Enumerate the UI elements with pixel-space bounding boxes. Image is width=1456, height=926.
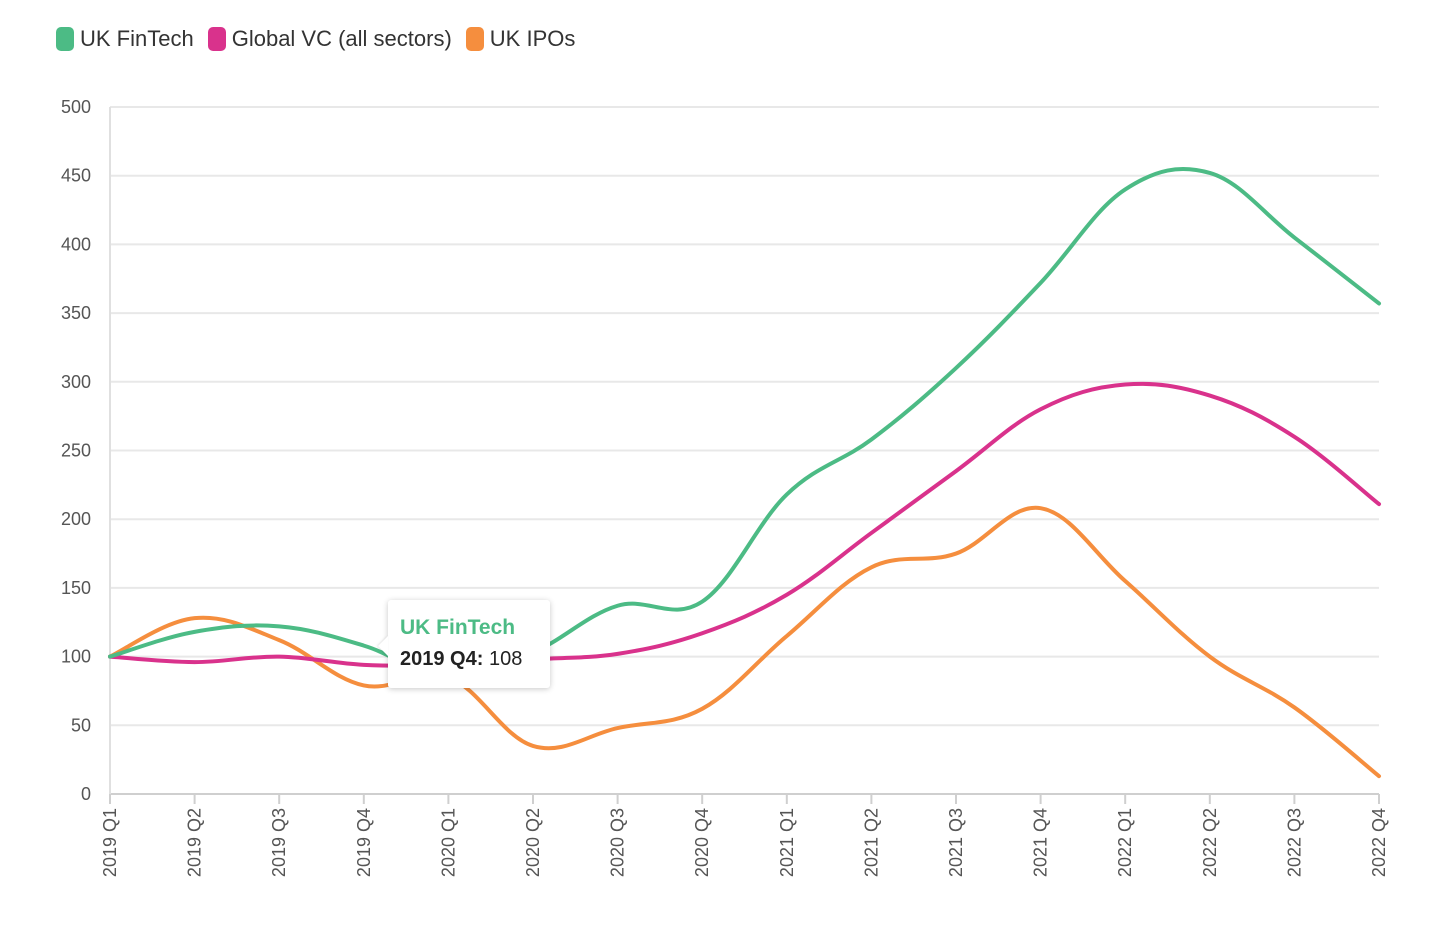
x-tick-label: 2019 Q3 <box>269 808 289 877</box>
x-tick-label: 2020 Q1 <box>438 808 458 877</box>
x-tick-label: 2020 Q2 <box>523 808 543 877</box>
x-tick-label: 2021 Q4 <box>1031 808 1051 877</box>
x-tick-label: 2022 Q2 <box>1200 808 1220 877</box>
y-tick-label: 250 <box>61 441 91 461</box>
x-tick-label: 2019 Q1 <box>100 808 120 877</box>
y-axis-ticks: 0 50 100 150 200 250 300 350 400 450 500 <box>61 97 91 804</box>
x-tick-label: 2019 Q4 <box>354 808 374 877</box>
legend-label-uk-ipos: UK IPOs <box>489 26 576 51</box>
legend-swatch-uk-fintech <box>56 27 74 51</box>
data-tooltip: UK FinTech 2019 Q4: 108 <box>388 600 550 688</box>
x-tick-label: 2022 Q1 <box>1115 808 1135 877</box>
x-tick-label: 2022 Q4 <box>1369 808 1389 877</box>
tooltip-label: 2019 Q4: <box>400 648 484 670</box>
y-tick-label: 300 <box>61 372 91 392</box>
y-tick-label: 150 <box>61 578 91 598</box>
x-tick-label: 2020 Q4 <box>692 808 712 877</box>
tooltip-series-name: UK FinTech <box>400 616 516 639</box>
y-tick-label: 500 <box>61 97 91 117</box>
y-tick-label: 0 <box>81 784 91 804</box>
x-tick-label: 2022 Q3 <box>1284 808 1304 877</box>
legend-item-global-vc[interactable]: Global VC (all sectors) <box>207 26 452 52</box>
uk-fintech-line[interactable] <box>108 166 1381 680</box>
x-tick-label: 2019 Q2 <box>185 808 205 877</box>
y-tick-label: 50 <box>71 715 91 735</box>
legend-item-uk-ipos[interactable]: UK IPOs <box>465 26 576 52</box>
legend-item-uk-fintech[interactable]: UK FinTech <box>56 26 194 52</box>
x-tick-label: 2020 Q3 <box>608 808 628 877</box>
y-tick-label: 400 <box>61 234 91 254</box>
legend: UK FinTech Global VC (all sectors) UK IP… <box>56 26 575 52</box>
legend-label-uk-fintech: UK FinTech <box>80 26 194 51</box>
y-tick-label: 200 <box>61 509 91 529</box>
tooltip-body: 2019 Q4: 108 <box>400 648 538 671</box>
grid-lines <box>110 106 1379 795</box>
global-vc-line[interactable] <box>108 381 1381 668</box>
y-tick-label: 100 <box>61 647 91 667</box>
x-axis: 2019 Q1 2019 Q2 2019 Q3 2019 Q4 2020 Q1 2020 … <box>100 107 1389 877</box>
uk-ipos-line[interactable] <box>108 505 1381 779</box>
y-tick-label: 450 <box>61 166 91 186</box>
legend-swatch-uk-ipos <box>465 27 484 51</box>
y-tick-label: 350 <box>61 303 91 323</box>
x-tick-label: 2021 Q3 <box>946 808 966 877</box>
x-tick-label: 2021 Q1 <box>777 808 797 877</box>
series-lines <box>108 166 1381 779</box>
legend-swatch-global-vc <box>207 27 226 51</box>
x-tick-label: 2021 Q2 <box>861 808 881 877</box>
legend-label-global-vc: Global VC (all sectors) <box>231 26 452 51</box>
tooltip-value: 108 <box>488 648 523 670</box>
